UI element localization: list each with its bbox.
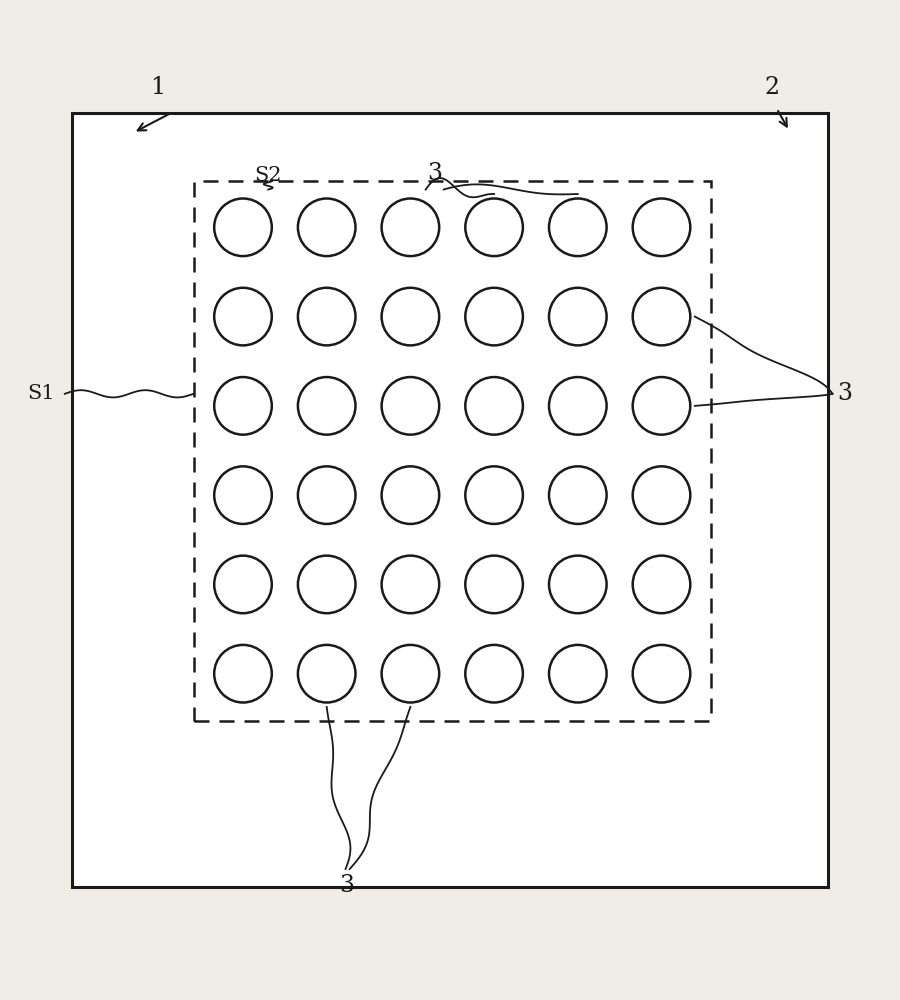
Text: 3: 3 (428, 162, 442, 185)
Text: 1: 1 (150, 77, 165, 100)
Text: S2: S2 (255, 166, 282, 185)
Text: 3: 3 (339, 874, 354, 896)
Text: S1: S1 (27, 384, 55, 403)
Text: 2: 2 (765, 77, 779, 100)
Text: 3: 3 (837, 382, 852, 405)
Bar (194, 180, 711, 720)
Bar (72, 113, 828, 887)
